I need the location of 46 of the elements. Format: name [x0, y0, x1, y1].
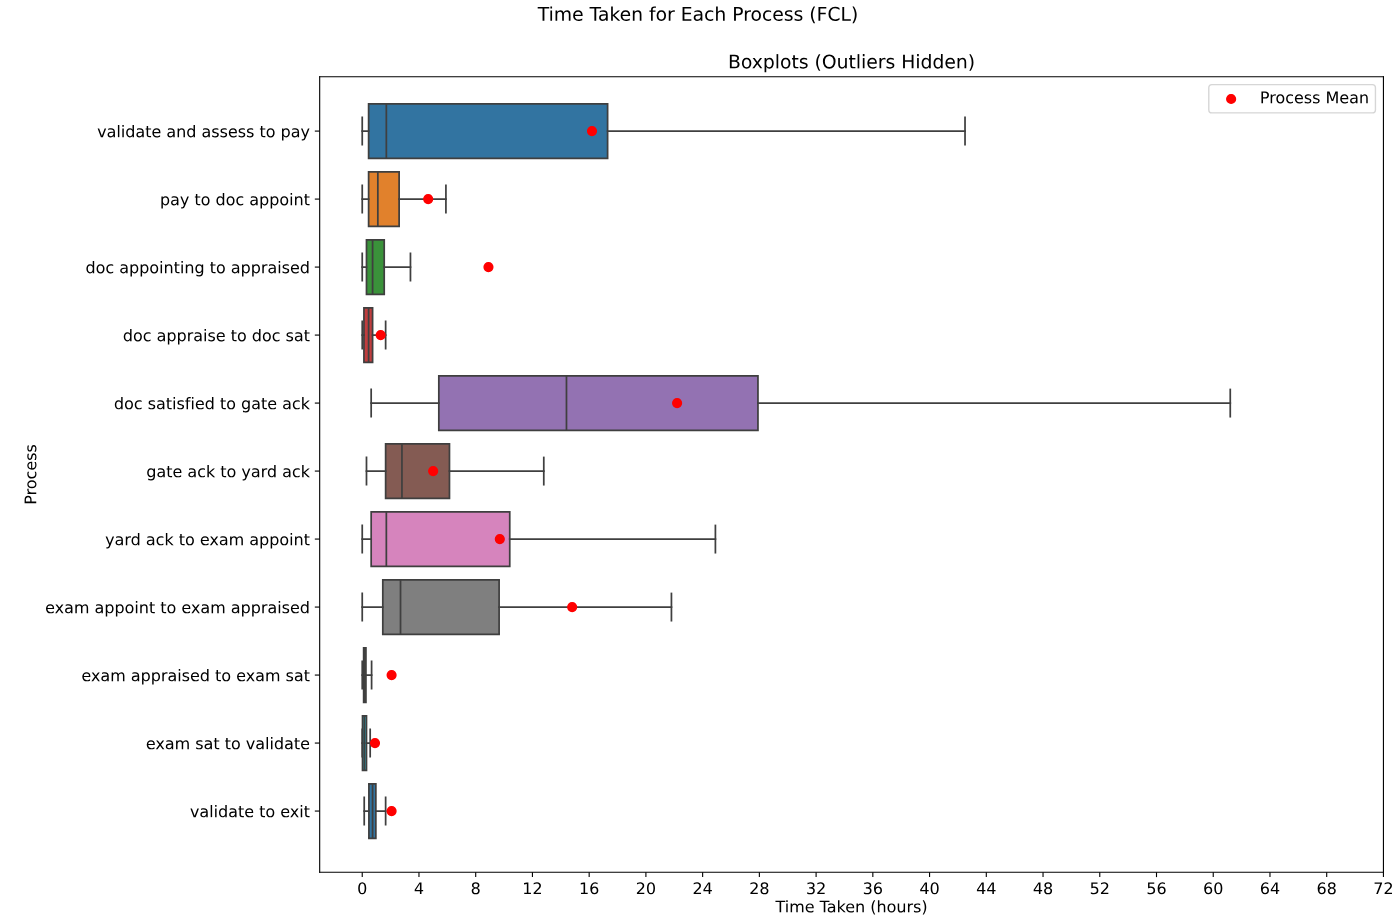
y-tick-label: doc appointing to appraised	[86, 261, 309, 277]
x-axis-title: Time Taken (hours)	[775, 900, 927, 915]
legend-label: Process Mean	[1261, 91, 1368, 104]
chart-subtitle: Boxplots (Outliers Hidden)	[729, 54, 974, 73]
x-tick-label: 4	[414, 882, 424, 895]
x-tick-label: 36	[863, 882, 882, 895]
point	[567, 601, 578, 613]
y-tick-label: validate to exit	[190, 804, 310, 818]
y-tick-label: pay to doc appoint	[161, 193, 310, 209]
point	[672, 397, 683, 409]
y-tick-label: validate and assess to pay	[97, 125, 310, 141]
point	[586, 126, 598, 137]
x-tick-label: 24	[693, 882, 712, 895]
x-tick-label: 12	[524, 882, 541, 895]
x-tick-label: 60	[1204, 882, 1223, 895]
x-tick-label: 44	[976, 882, 996, 895]
x-tick-label: 68	[1317, 882, 1336, 895]
point	[386, 805, 397, 817]
x-tick-label: 8	[471, 882, 480, 895]
point	[369, 737, 381, 749]
y-tick-label: gate ack to yard ack	[147, 465, 310, 481]
x-tick-label: 72	[1374, 882, 1392, 895]
y-tick-label: exam appraised to exam sat	[82, 669, 310, 685]
y-tick-label: exam appoint to exam appraised	[46, 601, 309, 617]
x-tick-label: 16	[580, 882, 599, 895]
chart-title: Time Taken for Each Process (FCL)	[537, 6, 857, 24]
x-tick-label: 52	[1090, 882, 1109, 895]
point	[386, 669, 397, 681]
y-axis-title: Process	[24, 444, 37, 504]
point	[494, 533, 505, 545]
y-tick-label: doc appraise to doc sat	[123, 329, 310, 345]
y-tick-label: doc satisfied to gate ack	[114, 397, 310, 413]
x-tick-label: 20	[636, 882, 655, 895]
point	[423, 193, 434, 205]
x-tick-label: 40	[920, 882, 939, 895]
x-tick-label: 56	[1147, 882, 1166, 895]
x-tick-label: 32	[807, 882, 825, 895]
x-tick-label: 0	[358, 882, 367, 895]
y-tick-label: exam sat to validate	[146, 736, 310, 750]
x-tick-label: 28	[750, 882, 769, 895]
x-tick-label: 64	[1260, 882, 1280, 895]
point	[483, 261, 494, 273]
x-tick-label: 48	[1033, 882, 1053, 895]
point	[428, 465, 439, 477]
point	[375, 329, 386, 341]
y-tick-label: yard ack to exam appoint	[105, 533, 310, 549]
